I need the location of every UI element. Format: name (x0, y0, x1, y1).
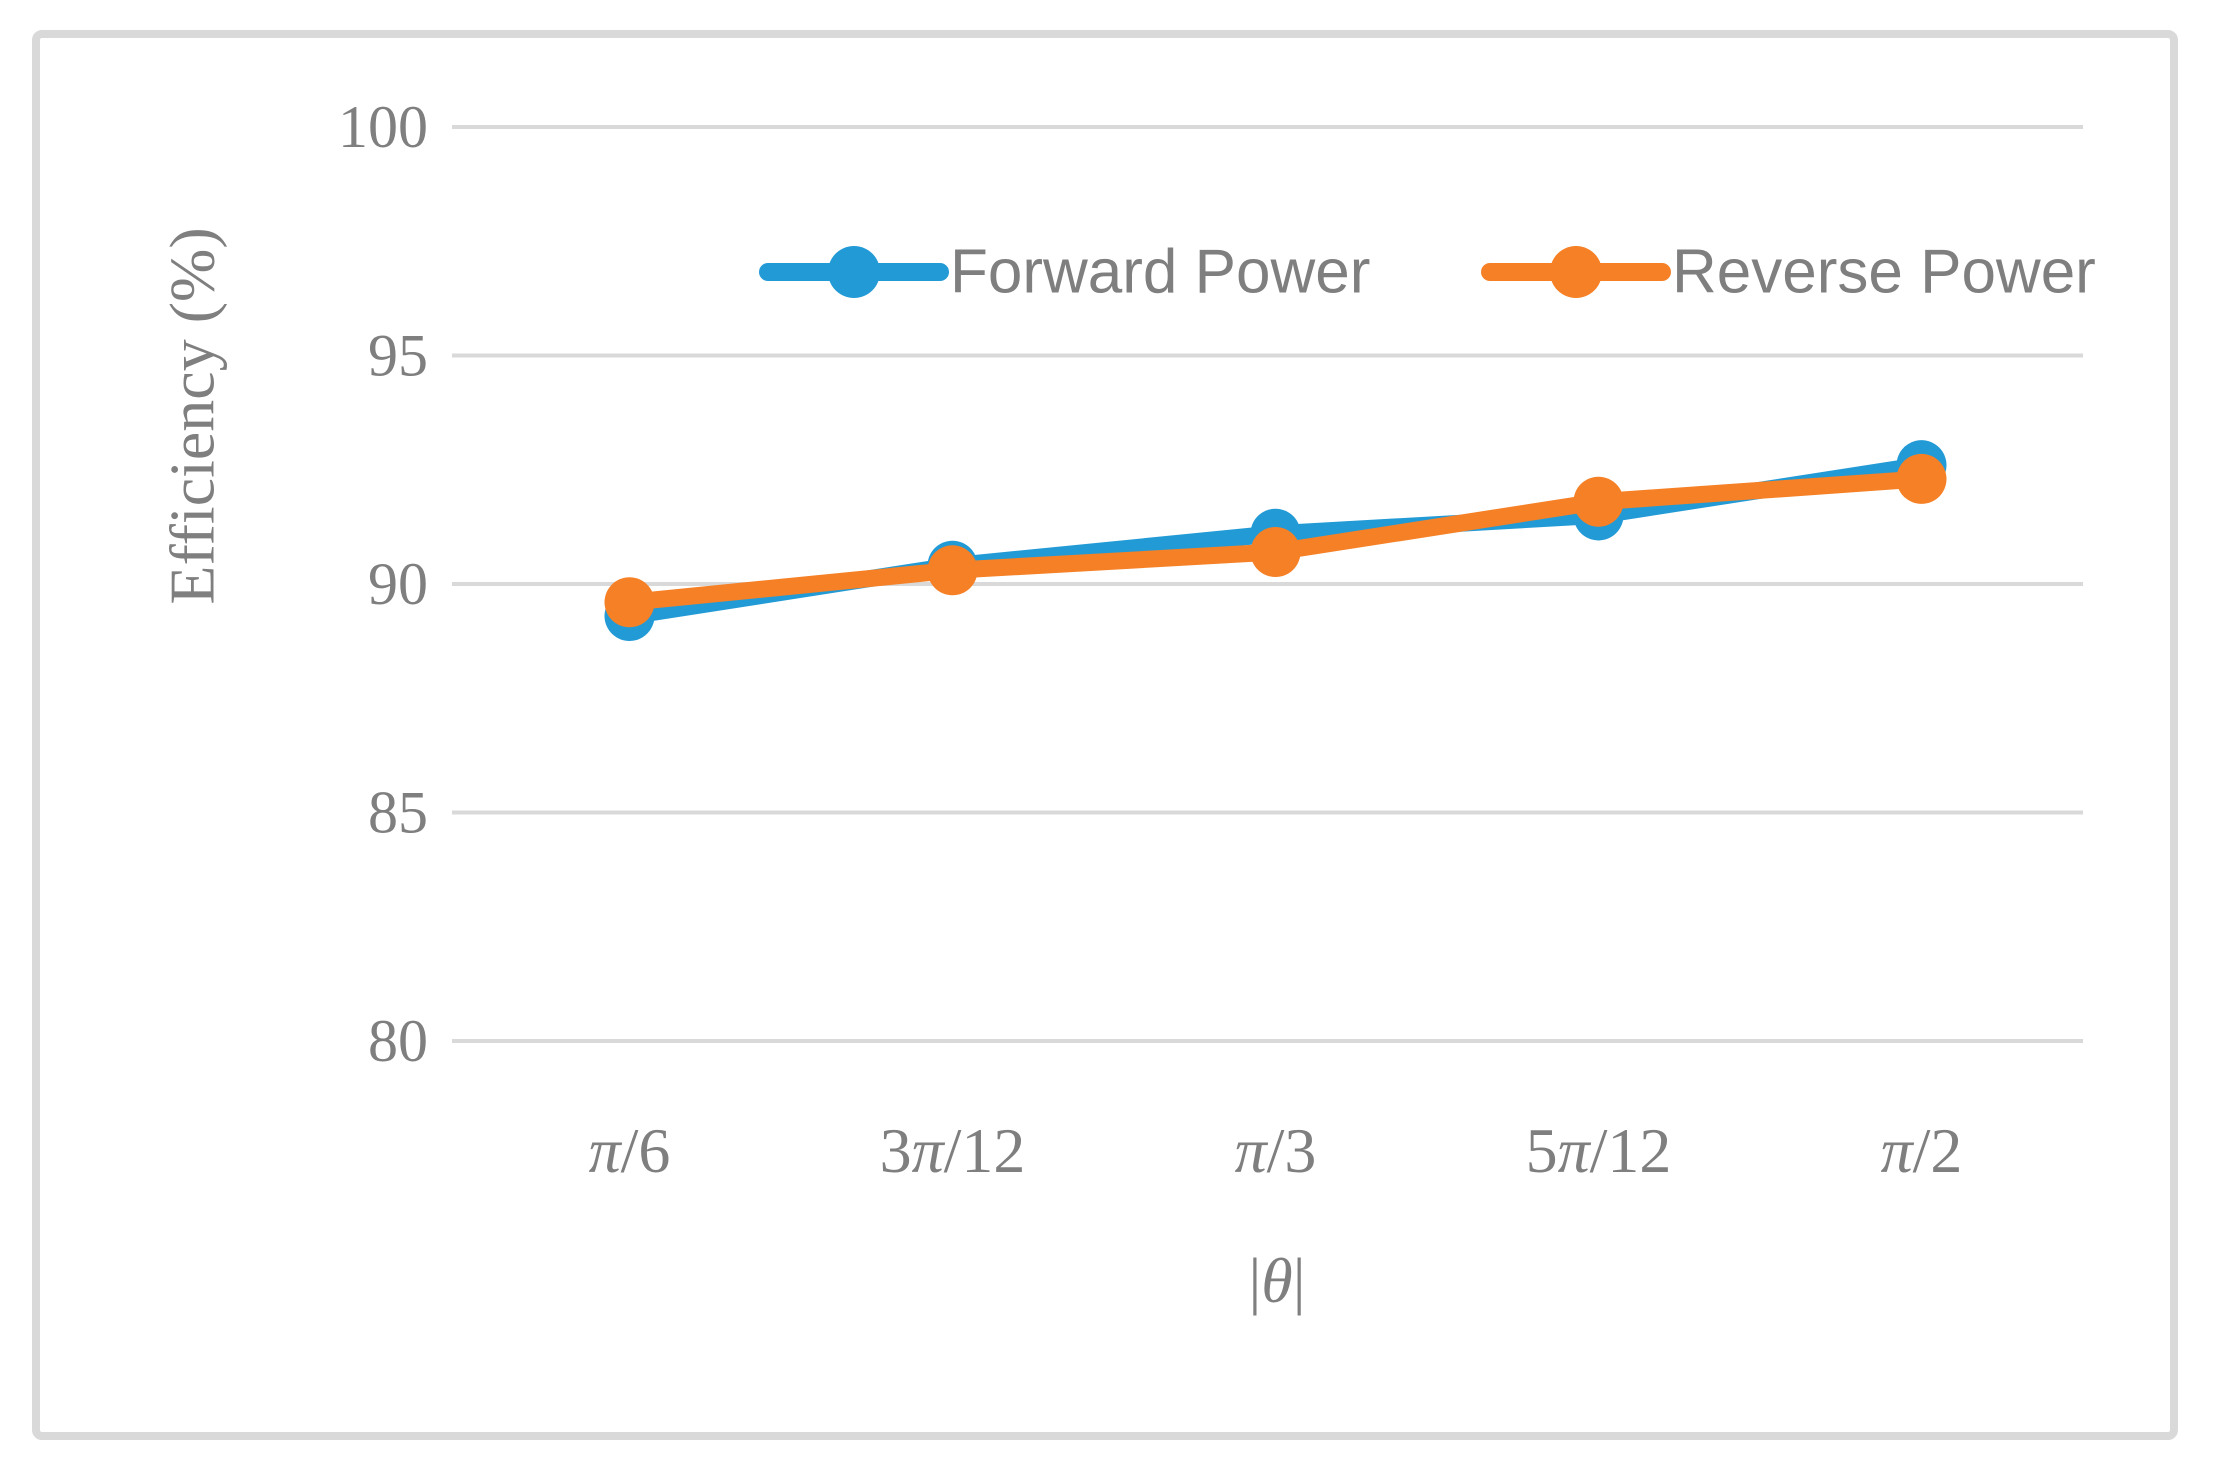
chart-outer-border (32, 30, 2178, 1440)
legend-label: Reverse Power (1672, 238, 2096, 307)
x-tick-label-0: π/6 (589, 1115, 671, 1186)
data-point-reverse-power-0 (604, 577, 655, 628)
legend-marker (1550, 246, 1602, 298)
x-tick-label-3: 5π/12 (1526, 1115, 1672, 1186)
y-tick-label-85: 85 (368, 780, 428, 846)
y-tick-label-90: 90 (368, 551, 428, 617)
x-tick-label-2: π/3 (1235, 1115, 1317, 1186)
x-axis-labels: π/6 3π/12 π/3 5π/12 π/2 (589, 1115, 1963, 1186)
data-point-reverse-power-2 (1250, 527, 1301, 578)
legend: Forward Power Reverse Power (759, 238, 2096, 307)
legend-item-forward-power: Forward Power (759, 238, 1370, 307)
y-tick-label-95: 95 (368, 323, 428, 389)
legend-label: Forward Power (950, 238, 1370, 307)
data-point-reverse-power-3 (1573, 476, 1624, 527)
data-point-reverse-power-4 (1896, 453, 1947, 504)
gridlines: 100 95 90 85 80 (338, 94, 2083, 1074)
y-tick-label-80: 80 (368, 1008, 428, 1074)
y-tick-label-100: 100 (338, 94, 428, 160)
legend-item-reverse-power: Reverse Power (1481, 238, 2096, 307)
x-tick-label-1: 3π/12 (880, 1115, 1026, 1186)
x-axis-title: |θ| (1248, 1245, 1305, 1316)
series-reverse-power (604, 453, 1947, 628)
x-tick-label-4: π/2 (1881, 1115, 1963, 1186)
legend-marker (828, 246, 880, 298)
y-axis-title: Efficiency (%) (157, 227, 228, 604)
data-point-reverse-power-1 (927, 545, 978, 596)
